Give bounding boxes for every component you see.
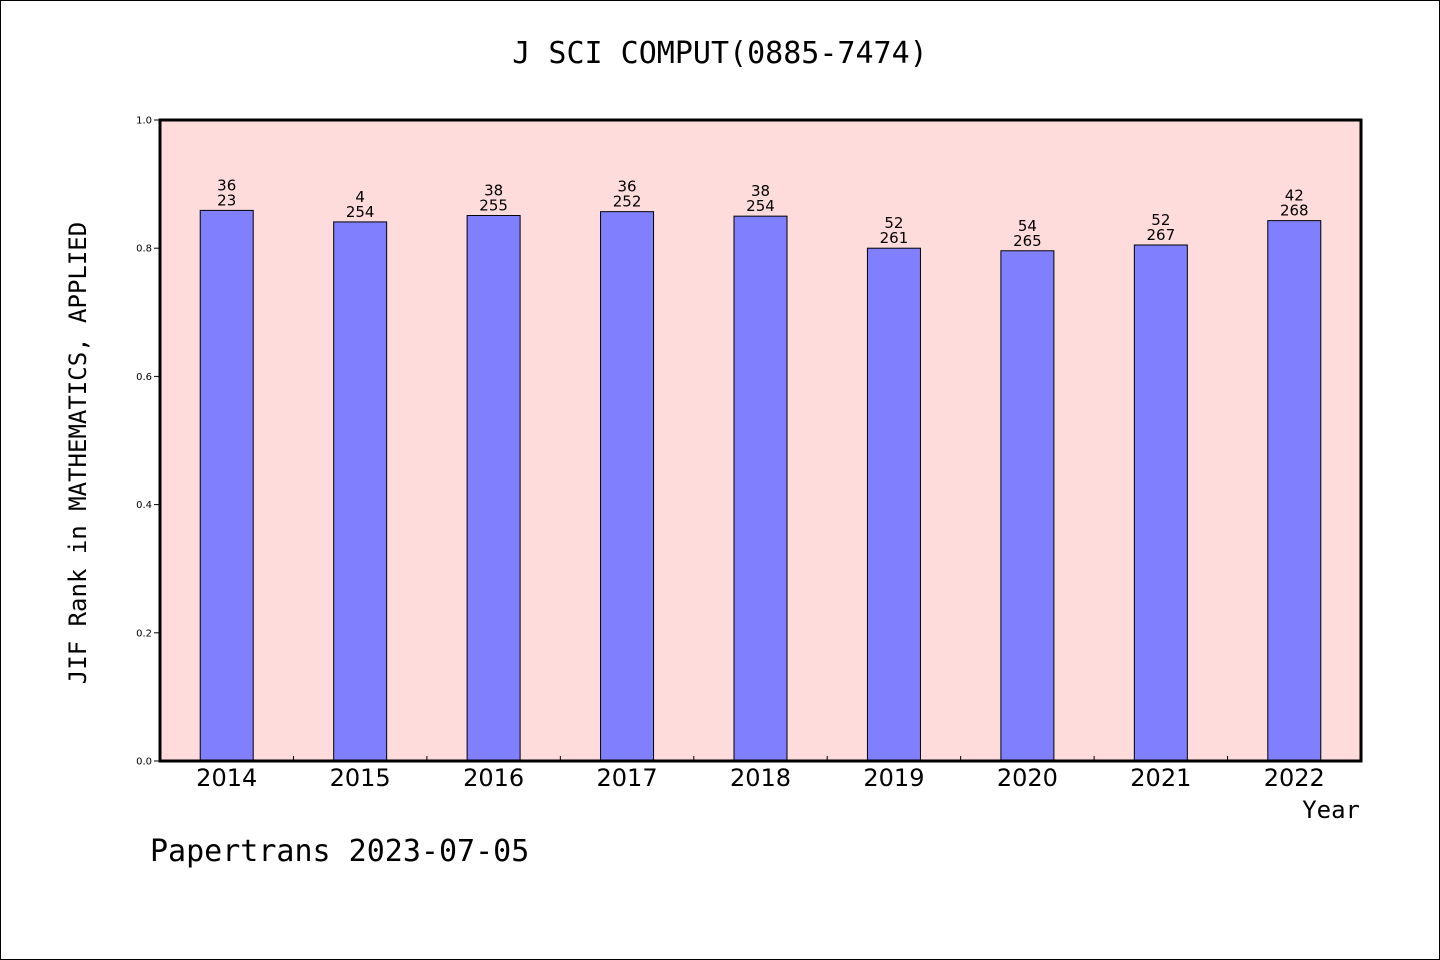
y-tick-label: 0.2: [136, 628, 152, 639]
footer-caption: Papertrans 2023-07-05: [150, 834, 530, 869]
x-tick-label: 2020: [997, 764, 1058, 792]
y-tick-label: 1.0: [136, 116, 152, 127]
bar-total-label: 254: [346, 203, 375, 221]
bar: [333, 221, 388, 762]
bar: [1000, 250, 1055, 762]
x-tick-label: 2016: [463, 764, 524, 792]
y-tick-label: 0.6: [136, 372, 152, 383]
bar: [199, 209, 254, 762]
bar-total-label: 267: [1147, 226, 1176, 244]
bar: [733, 215, 788, 762]
y-tick-label: 0.4: [136, 500, 152, 511]
bar-total-label: 252: [613, 193, 642, 211]
bar-rank-label: 38: [751, 182, 770, 200]
x-tick-label: 2022: [1264, 764, 1325, 792]
bar: [866, 247, 921, 762]
bar-total-label: 23: [217, 191, 236, 209]
bar: [1133, 244, 1188, 762]
chart-title: J SCI COMPUT(0885-7474): [512, 36, 928, 71]
bar-rank-label: 54: [1018, 217, 1037, 235]
bar-total-label: 261: [880, 229, 909, 247]
x-tick-label: 2017: [597, 764, 658, 792]
x-tick-label: 2021: [1130, 764, 1191, 792]
y-axis: 0.0 0.2 0.4 0.6 0.8 1.0: [136, 116, 160, 768]
y-tick-label: 0.8: [136, 244, 152, 255]
bar: [600, 211, 655, 762]
bar-rank-label: 4: [355, 188, 365, 206]
plot-border: [158, 118, 1363, 763]
bar-rank-label: 52: [1151, 211, 1170, 229]
bar-rank-label: 42: [1285, 187, 1304, 205]
x-tick-label: 2019: [863, 764, 924, 792]
bar-total-label: 255: [479, 197, 508, 215]
bar-rank-label: 36: [618, 178, 637, 196]
bar-rank-label: 38: [484, 182, 503, 200]
bar-total-label: 265: [1013, 232, 1042, 250]
bar: [466, 215, 521, 762]
bar: [1267, 220, 1322, 762]
x-tick-label: 2015: [330, 764, 391, 792]
bar-rank-label: 52: [884, 214, 903, 232]
bar-total-label: 254: [746, 197, 775, 215]
x-axis: 2014 2015 2016 2017 2018 2019 2020 2021 2022: [196, 756, 1325, 792]
x-tick-label: 2014: [196, 764, 257, 792]
bar-total-label: 268: [1280, 202, 1309, 220]
x-tick-label: 2018: [730, 764, 791, 792]
bar-rank-label: 36: [217, 176, 236, 194]
y-tick-label: 0.0: [136, 757, 152, 768]
x-axis-label: Year: [1302, 796, 1360, 824]
